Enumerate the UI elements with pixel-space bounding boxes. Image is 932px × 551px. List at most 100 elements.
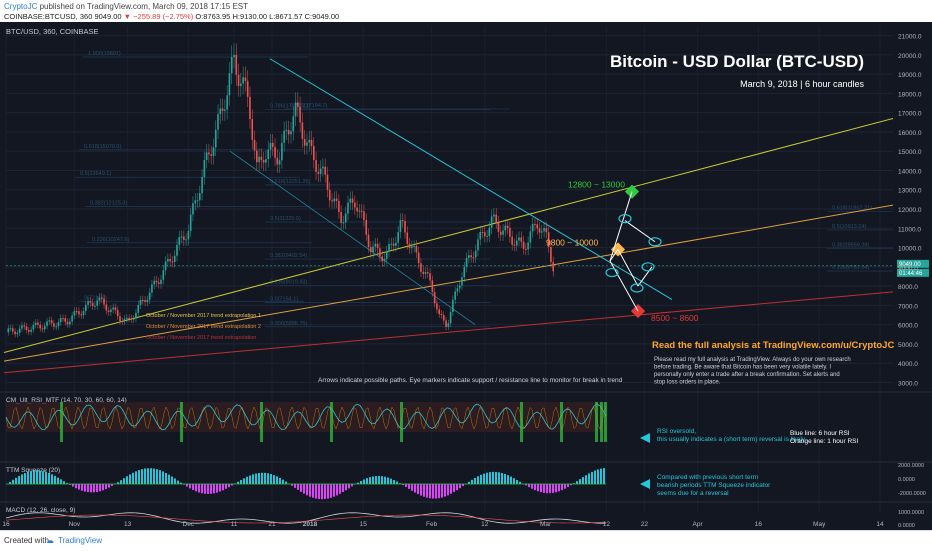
candle-body (12, 328, 14, 331)
candle-body (169, 259, 171, 261)
price-tick-label: 8000.0 (898, 284, 918, 291)
ttm-bar (390, 479, 392, 484)
candle-body (74, 311, 76, 315)
ttm-bar (597, 469, 599, 484)
ttm-bar (489, 472, 491, 484)
time-tick-label: 12 (481, 521, 489, 528)
candle-body (53, 323, 55, 326)
candle-body (443, 315, 445, 320)
ttm-bar (15, 478, 17, 484)
candle-body (272, 143, 274, 147)
time-tick-label: 21 (268, 521, 276, 528)
candle-body (509, 228, 511, 237)
ttm-bar (222, 484, 224, 490)
ttm-bar (591, 472, 593, 484)
candle-body (194, 200, 196, 203)
price-tick-label: 16000.0 (898, 130, 922, 137)
candle-body (224, 110, 226, 111)
candle-body (174, 256, 176, 262)
ttm-bar (375, 476, 377, 484)
candle-body (475, 251, 477, 258)
ttm-bar (219, 484, 221, 492)
ttm-bar (42, 471, 44, 484)
time-tick-label: 15 (360, 521, 368, 528)
fib-level-label: 0.382(12125.3) (90, 201, 127, 207)
candle-body (76, 311, 78, 312)
candle-body (42, 328, 44, 329)
candle-body (507, 226, 509, 228)
analysis-text-line: personally only enter a trade after a br… (654, 372, 840, 378)
candle-body (500, 232, 502, 235)
ohlc-values: O:8763.95 H:9130.00 L:8671.57 C:9049.00 (195, 12, 339, 21)
candle-body (115, 307, 117, 310)
candle-body (96, 300, 98, 305)
candle-body (393, 244, 395, 246)
ttm-bar (162, 471, 164, 484)
ttm-bar (384, 477, 386, 484)
rsi-signal-bar (560, 402, 563, 442)
candle-body (258, 157, 260, 162)
candle-body (270, 143, 272, 150)
ttm-bar (438, 484, 440, 498)
rsi-signal-bar (180, 402, 183, 442)
analysis-title: Read the full analysis at TradingView.co… (652, 340, 894, 351)
candle-body (80, 314, 82, 315)
ttm-bar (282, 480, 284, 484)
candle-body (229, 73, 231, 95)
rsi-signal-bar (604, 402, 607, 442)
candle-body (158, 282, 160, 284)
candle-body (532, 224, 534, 231)
ttm-bar (333, 484, 335, 497)
price-tick-label: 5000.0 (898, 342, 918, 349)
ttm-bar (441, 484, 443, 498)
candle-body (338, 201, 340, 212)
trend-label: October / November 2017 trend extrapolat… (146, 324, 261, 330)
ttm-bar (105, 484, 107, 489)
ttm-bar (372, 476, 374, 484)
ttm-bar (345, 484, 347, 490)
footer-created: Created with (4, 536, 49, 545)
ttm-tick-label: -2000.0000 (898, 491, 926, 497)
candle-body (514, 245, 516, 246)
ttm-bar (318, 484, 320, 499)
candle-body (315, 160, 317, 172)
candle-body (222, 108, 224, 110)
candle-body (208, 152, 210, 154)
candle-body (340, 212, 342, 223)
ttm-bar (579, 479, 581, 484)
ttm-bar (507, 475, 509, 484)
ttm-bar (123, 478, 125, 484)
candle-body (67, 322, 69, 324)
ttm-bar (444, 484, 446, 497)
analysis-text-line: stop loss orders in place. (654, 380, 721, 386)
ttm-bar (90, 484, 92, 492)
candle-body (83, 311, 85, 315)
ttm-bar (48, 473, 50, 484)
rsi-signal-bar (520, 402, 523, 442)
candle-body (210, 154, 212, 156)
ttm-bar (138, 470, 140, 484)
candle-body (322, 167, 324, 169)
ttm-bar (216, 484, 218, 493)
candle-body (345, 214, 347, 223)
candle-body (536, 224, 538, 228)
ttm-bar (405, 484, 407, 487)
candle-body (46, 321, 48, 325)
candle-body (416, 246, 418, 252)
time-tick-label: Mar (540, 521, 552, 528)
candle-body (37, 323, 39, 325)
candle-body (33, 325, 35, 330)
ttm-bar (582, 477, 584, 484)
rsi-legend-orange: Orange line: 1 hour RSI (790, 438, 858, 445)
footer-brand[interactable]: TradingView (58, 536, 102, 545)
price-tick-label: 10000.0 (898, 246, 922, 253)
candle-body (534, 224, 536, 225)
rsi-note: RSI oversold, (657, 428, 696, 435)
candle-body (199, 193, 201, 200)
candle-body (432, 280, 434, 292)
candle-body (167, 259, 169, 262)
author-link[interactable]: CryptoJC (4, 2, 37, 11)
price-tick-label: 4000.0 (898, 361, 918, 368)
candle-body (261, 157, 263, 160)
chart-canvas[interactable]: 1.000(19891)0.786(17194.7)0.618(15070.0)… (0, 22, 932, 530)
